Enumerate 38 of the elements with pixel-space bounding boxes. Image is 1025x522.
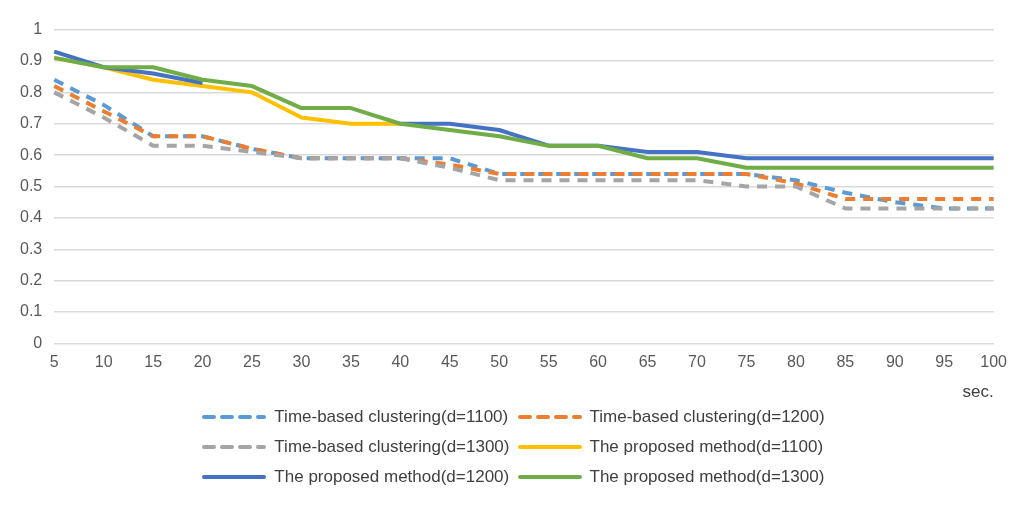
x-tick-label: 40 [391, 353, 410, 371]
y-tick-label: 0 [33, 333, 43, 351]
x-tick-label: 80 [786, 353, 805, 371]
x-tick-label: 95 [935, 353, 954, 371]
x-tick-label: 15 [144, 353, 163, 371]
x-tick-label: 5 [49, 353, 59, 371]
y-tick-label: 0.8 [19, 82, 43, 100]
legend-label: Time-based clustering(d=1100) [274, 407, 509, 427]
x-tick-label: 90 [885, 353, 904, 371]
x-tick-label: 60 [589, 353, 608, 371]
x-tick-label: 35 [342, 353, 360, 371]
y-tick-label: 0.7 [19, 114, 43, 132]
y-tick-label: 0.6 [19, 145, 43, 163]
legend-label: The proposed method(d=1200) [274, 467, 510, 487]
legend-label: Time-based clustering(d=1200) [589, 407, 825, 427]
x-tick-label: 20 [193, 353, 212, 371]
x-tick-label: 45 [440, 353, 459, 371]
y-tick-label: 0.4 [19, 208, 43, 226]
x-tick-label: 30 [292, 353, 311, 371]
y-tick-label: 0.9 [19, 51, 43, 69]
x-tick-label: 55 [539, 353, 558, 371]
x-tick-label: 70 [688, 353, 706, 371]
x-tick-label: 10 [94, 353, 113, 371]
y-tick-label: 0.2 [19, 271, 43, 289]
y-tick-label: 1 [33, 20, 43, 38]
y-tick-label: 0.5 [19, 176, 43, 194]
x-tick-label: 75 [737, 353, 756, 371]
legend-label: The proposed method(d=1300) [589, 467, 825, 487]
x-tick-label: 25 [243, 353, 262, 371]
legend-label: Time-based clustering(d=1300) [274, 437, 510, 457]
x-tick-label: 85 [836, 353, 855, 371]
x-tick-label: 50 [490, 353, 509, 371]
x-tick-label: 100 [980, 353, 1008, 371]
x-tick-label: 65 [638, 353, 657, 371]
y-tick-label: 0.3 [19, 239, 43, 257]
y-tick-label: 0.1 [19, 302, 43, 320]
legend-label: The proposed method(d=1100) [589, 437, 824, 457]
x-axis-title: sec. [962, 382, 994, 402]
